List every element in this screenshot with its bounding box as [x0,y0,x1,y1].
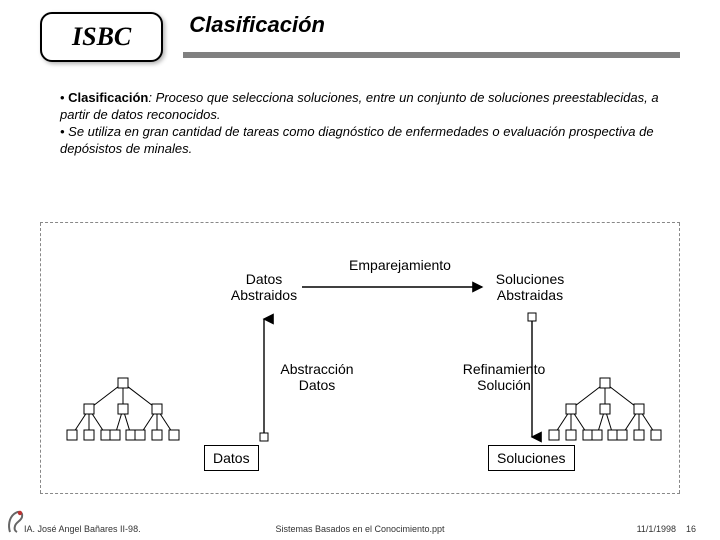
tree-right-icon [540,373,670,451]
arrow-refinamiento [524,313,540,443]
bullet-1-term: Clasificación [68,90,148,105]
title-rule [183,52,680,58]
title-wrap: Clasificación [183,12,680,58]
arrow-abstraccion [256,313,272,443]
diagram-frame: Emparejamiento Datos Abstraidos Solucion… [40,222,680,494]
label-soluciones-abstraidas: Soluciones Abstraidas [480,271,580,303]
label-abstraccion-datos: Abstracción Datos [262,361,372,393]
footer-date: 11/1/1998 [637,524,676,534]
footer: IA. José Angel Bañares II-98. Sistemas B… [0,524,720,534]
arrow-emparejamiento [302,279,492,295]
label-emparejamiento: Emparejamiento [330,257,470,273]
bullet-1-rest: : Proceso que selecciona soluciones, ent… [60,90,659,122]
bullet-2: • Se utiliza en gran cantidad de tareas … [60,124,680,158]
footer-right: 11/1/1998 16 [637,524,696,534]
box-datos: Datos [204,445,259,471]
bullets: • Clasificación: Proceso que selecciona … [60,90,680,158]
bullet-1: • Clasificación: Proceso que selecciona … [60,90,680,124]
bullet-2-text: Se utiliza en gran cantidad de tareas co… [60,124,654,156]
footer-filename: Sistemas Basados en el Conocimiento.ppt [275,524,444,534]
footer-author: IA. José Angel Bañares II-98. [24,524,141,534]
page-title: Clasificación [183,12,680,38]
diagram: Emparejamiento Datos Abstraidos Solucion… [40,223,680,493]
header: ISBC Clasificación [40,12,680,62]
logo-box: ISBC [40,12,163,62]
label-datos-abstraidos: Datos Abstraidos [216,271,312,303]
tree-left-icon [58,373,188,451]
logo-text: ISBC [72,22,131,51]
footer-page: 16 [686,524,696,534]
